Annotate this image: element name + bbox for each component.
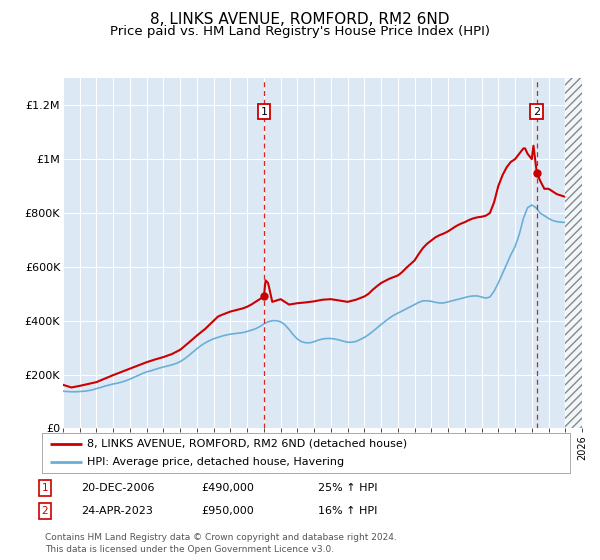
Text: 20-DEC-2006: 20-DEC-2006 [81,483,155,493]
Bar [565,78,582,428]
Text: 16% ↑ HPI: 16% ↑ HPI [318,506,377,516]
Text: 2: 2 [533,106,541,116]
Text: 1: 1 [260,106,268,116]
Text: HPI: Average price, detached house, Havering: HPI: Average price, detached house, Have… [87,458,344,467]
Text: Price paid vs. HM Land Registry's House Price Index (HPI): Price paid vs. HM Land Registry's House … [110,25,490,38]
Text: 24-APR-2023: 24-APR-2023 [81,506,153,516]
Bar [565,78,582,428]
Text: Contains HM Land Registry data © Crown copyright and database right 2024.
This d: Contains HM Land Registry data © Crown c… [45,533,397,554]
Text: £490,000: £490,000 [201,483,254,493]
Text: £950,000: £950,000 [201,506,254,516]
Text: 8, LINKS AVENUE, ROMFORD, RM2 6ND (detached house): 8, LINKS AVENUE, ROMFORD, RM2 6ND (detac… [87,439,407,449]
Text: 1: 1 [41,483,49,493]
Text: 25% ↑ HPI: 25% ↑ HPI [318,483,377,493]
Text: 2: 2 [41,506,49,516]
Text: 8, LINKS AVENUE, ROMFORD, RM2 6ND: 8, LINKS AVENUE, ROMFORD, RM2 6ND [150,12,450,27]
